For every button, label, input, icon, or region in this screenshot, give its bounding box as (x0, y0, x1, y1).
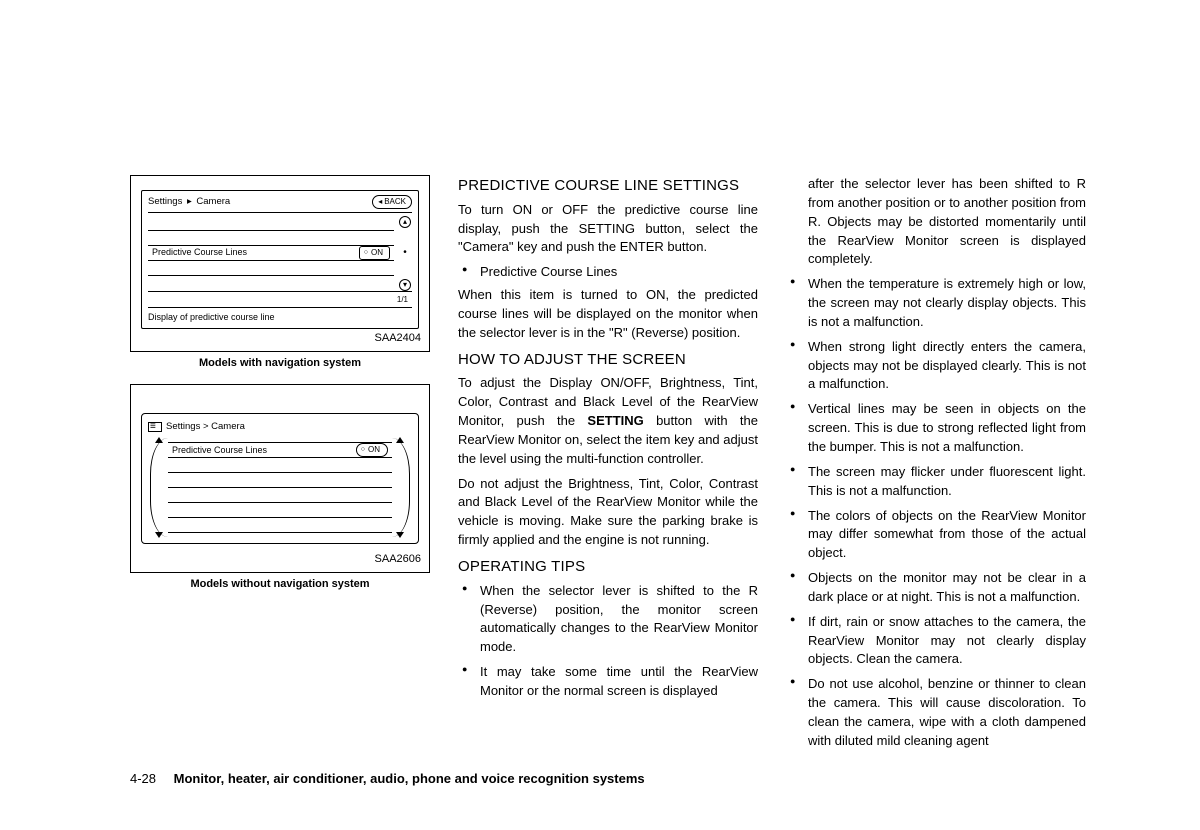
breadcrumb-part: Camera (196, 196, 230, 207)
menu-row-empty (168, 518, 392, 533)
tip-item: When strong light directly enters the ca… (786, 338, 1086, 395)
back-label: BACK (384, 196, 406, 208)
tips-list: When the selector lever is shifted to th… (458, 582, 758, 701)
tip-continuation: after the selector lever has been shifte… (786, 175, 1086, 269)
menu-item-label: Predictive Course Lines (172, 444, 267, 457)
screen-footer: Display of predictive course line (148, 307, 412, 324)
page-number: 4-28 (130, 771, 156, 786)
figure-id: SAA2404 (375, 331, 421, 347)
paragraph: When this item is turned to ON, the pred… (458, 286, 758, 343)
paragraph: To turn ON or OFF the predictive course … (458, 201, 758, 258)
scroll-arrows: ▴ • ▾ (398, 216, 412, 291)
bullet: Predictive Course Lines (458, 263, 758, 282)
right-column: after the selector lever has been shifte… (786, 175, 1086, 757)
bullet-list: Predictive Course Lines (458, 263, 758, 282)
scroll-dot-icon: • (403, 246, 407, 261)
menu-rows: Predictive Course Lines ON (168, 442, 392, 533)
menu-row-predictive[interactable]: Predictive Course Lines ON (168, 443, 392, 458)
tip-item: Vertical lines may be seen in objects on… (786, 400, 1086, 457)
tip-item: Do not use alcohol, benzine or thinner t… (786, 675, 1086, 750)
menu-row-empty (148, 216, 394, 231)
on-label: ON (371, 247, 383, 259)
screen-header: Settings Camera BACK (148, 195, 412, 213)
paragraph: To adjust the Display ON/OFF, Brightness… (458, 374, 758, 468)
scroll-arc-right[interactable] (392, 438, 410, 537)
tip-item: The screen may flicker under fluorescent… (786, 463, 1086, 501)
screen2-header: Settings > Camera (148, 420, 412, 438)
menu-body: Predictive Course Lines ON ▴ • ▾ (148, 216, 412, 291)
tip-item: The colors of objects on the RearView Mo… (786, 507, 1086, 564)
tip-item: It may take some time until the RearView… (458, 663, 758, 701)
middle-column: PREDICTIVE COURSE LINE SETTINGS To turn … (458, 175, 758, 757)
scroll-arc-left[interactable] (150, 438, 168, 537)
screen-no-nav: Settings > Camera Predictive Course Line… (141, 413, 419, 544)
menu-row-empty (168, 473, 392, 488)
on-label: ON (368, 444, 380, 456)
scroll-up-button[interactable]: ▴ (399, 216, 411, 228)
page-content: Settings Camera BACK Predictive Cou (130, 175, 1090, 757)
heading-adjust: HOW TO ADJUST THE SCREEN (458, 349, 758, 371)
on-toggle[interactable]: ON (359, 246, 390, 260)
on-toggle[interactable]: ON (356, 443, 388, 457)
figure-caption: Models without navigation system (130, 577, 430, 593)
tip-item: Objects on the monitor may not be clear … (786, 569, 1086, 607)
left-column: Settings Camera BACK Predictive Cou (130, 175, 430, 757)
triangle-left-icon (378, 196, 382, 208)
breadcrumb-part: Settings (148, 196, 182, 207)
page-footer: 4-28 Monitor, heater, air conditioner, a… (130, 771, 1090, 786)
screen-nav: Settings Camera BACK Predictive Cou (141, 190, 419, 329)
screen2-body: Predictive Course Lines ON (148, 438, 412, 537)
menu-row-empty (148, 231, 394, 246)
menu-item-label: Predictive Course Lines (152, 246, 247, 259)
page-indicator: 1/1 (148, 291, 412, 306)
figure-id: SAA2606 (375, 552, 421, 568)
breadcrumb: Settings > Camera (166, 420, 245, 434)
tip-item: When the selector lever is shifted to th… (458, 582, 758, 657)
menu-row-empty (168, 488, 392, 503)
scroll-down-button[interactable]: ▾ (399, 279, 411, 291)
figure-nav-system: Settings Camera BACK Predictive Cou (130, 175, 430, 352)
figure-no-nav-system: Settings > Camera Predictive Course Line… (130, 384, 430, 573)
menu-icon (148, 422, 162, 432)
tips-list-cont: When the temperature is extremely high o… (786, 275, 1086, 750)
menu-row-empty (148, 261, 394, 276)
menu-row-empty (168, 458, 392, 473)
bold-text: SETTING (587, 413, 643, 428)
back-button[interactable]: BACK (372, 195, 412, 209)
menu-rows: Predictive Course Lines ON (148, 216, 394, 291)
chevron-right-icon (185, 196, 194, 207)
figure-caption: Models with navigation system (130, 356, 430, 372)
menu-row-empty (168, 503, 392, 518)
heading-predictive: PREDICTIVE COURSE LINE SETTINGS (458, 175, 758, 197)
breadcrumb: Settings Camera (148, 195, 230, 209)
tip-item: When the temperature is extremely high o… (786, 275, 1086, 332)
tip-item: If dirt, rain or snow attaches to the ca… (786, 613, 1086, 670)
footer-title: Monitor, heater, air conditioner, audio,… (174, 771, 645, 786)
paragraph: Do not adjust the Brightness, Tint, Colo… (458, 475, 758, 550)
menu-row-predictive[interactable]: Predictive Course Lines ON (148, 246, 394, 261)
heading-tips: OPERATING TIPS (458, 556, 758, 578)
menu-row-empty (148, 276, 394, 291)
